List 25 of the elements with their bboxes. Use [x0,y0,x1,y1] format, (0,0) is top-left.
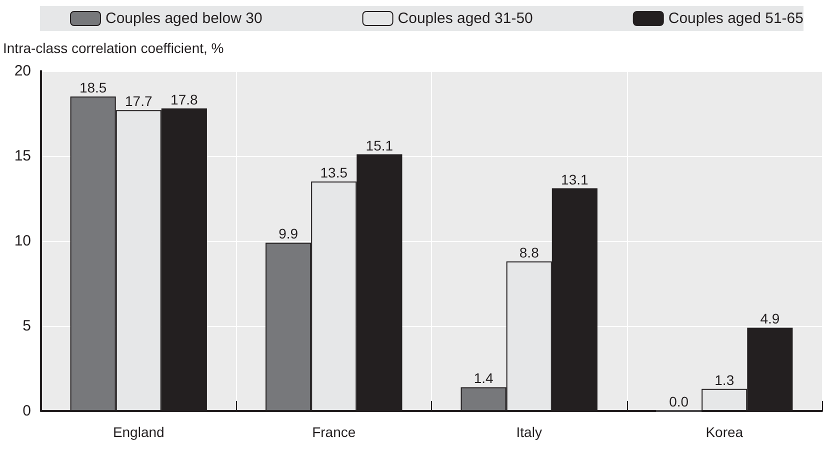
data-label: 18.5 [79,80,107,96]
data-label: 9.9 [278,226,298,242]
data-label: 13.5 [320,164,348,180]
x-tick-label: Italy [516,424,542,440]
y-tick-label: 20 [14,62,31,80]
legend-label: Couples aged 51-65 [668,10,804,27]
data-label: 17.8 [170,91,198,108]
data-label: 17.7 [125,93,152,110]
y-tick-label: 15 [14,148,31,164]
data-label: 1.4 [474,370,494,386]
data-label: 13.1 [561,171,589,188]
x-tick-label: England [112,424,164,440]
data-label: 1.3 [714,372,734,388]
data-label: 4.9 [760,310,780,327]
y-tick-label: 5 [22,318,31,334]
y-tick-label: 0 [22,402,31,420]
data-label: 0.0 [669,394,689,410]
x-tick-label: France [312,424,356,440]
legend-label: Couples aged below 30 [106,10,262,27]
y-axis-title: Intra-class correlation coefficient, % [3,40,224,56]
x-tick-label: Korea [706,424,744,440]
data-label: 8.8 [519,244,540,260]
legend-label: Couples aged 31-50 [398,10,533,27]
data-label: 15.1 [366,137,394,154]
y-tick-label: 10 [14,232,31,250]
